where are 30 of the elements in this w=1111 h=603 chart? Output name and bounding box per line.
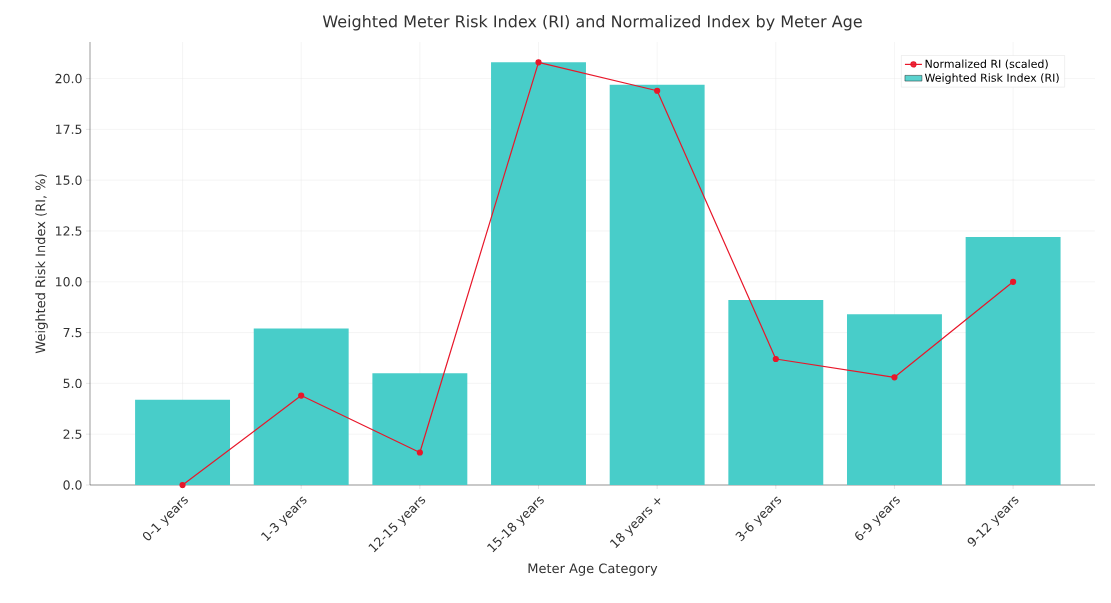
legend-label: Weighted Risk Index (RI) [924, 73, 1059, 84]
y-tick-label: 17.5 [56, 124, 82, 135]
point [535, 59, 542, 66]
point [416, 449, 423, 456]
bar [728, 300, 824, 485]
chart-title: Weighted Meter Risk Index (RI) and Normalized Index by Meter Age [322, 15, 862, 31]
bar [847, 314, 942, 485]
y-tick-label: 12.5 [56, 226, 82, 236]
point [654, 87, 661, 94]
point [179, 481, 186, 489]
y-tick-label: 15.0 [56, 175, 82, 185]
legend-label: Normalized RI (scaled) [925, 59, 1048, 70]
bar [609, 84, 705, 485]
x-axis-title: Meter Age Category [528, 563, 658, 576]
bar [491, 62, 586, 485]
point [891, 374, 898, 381]
bar [135, 399, 231, 485]
y-tick-label: 10.0 [56, 277, 82, 287]
bar [372, 373, 468, 485]
y-tick-label: 5.0 [63, 378, 82, 389]
point [1010, 278, 1017, 285]
y-tick-label: 20.0 [55, 73, 82, 84]
bar [253, 328, 349, 485]
y-tick-label: 0.0 [63, 480, 82, 490]
y-tick-label: 2.5 [63, 429, 82, 439]
point [772, 355, 779, 363]
bar [965, 237, 1061, 485]
y-axis-title: Weighted Risk Index (RI, %) [35, 174, 48, 354]
y-tick-label: 7.5 [63, 327, 82, 338]
point [298, 392, 305, 399]
